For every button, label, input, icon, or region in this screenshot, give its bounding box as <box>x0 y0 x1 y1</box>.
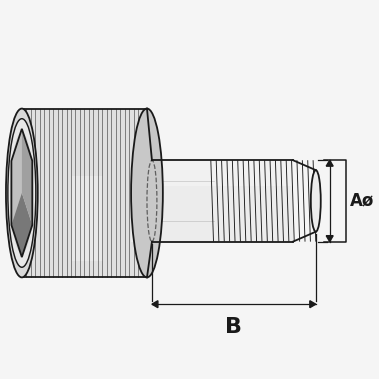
Ellipse shape <box>6 108 38 277</box>
Ellipse shape <box>10 132 33 254</box>
Ellipse shape <box>131 108 163 277</box>
Polygon shape <box>326 160 333 166</box>
Text: B: B <box>226 317 242 337</box>
Bar <box>72 176 103 260</box>
Polygon shape <box>11 129 22 225</box>
Bar <box>147 157 293 186</box>
Text: Aø: Aø <box>349 192 374 210</box>
Polygon shape <box>11 193 32 257</box>
Polygon shape <box>310 301 316 308</box>
Ellipse shape <box>8 119 36 267</box>
Polygon shape <box>326 236 333 242</box>
Bar <box>131 160 293 242</box>
Bar <box>22 108 147 277</box>
Polygon shape <box>152 301 158 308</box>
Polygon shape <box>22 129 32 225</box>
Ellipse shape <box>311 170 321 232</box>
